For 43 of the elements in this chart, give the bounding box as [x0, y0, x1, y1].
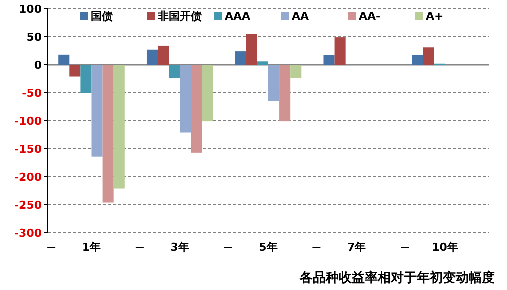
bar — [92, 65, 103, 157]
bar — [412, 55, 424, 65]
y-tick-label: -200 — [14, 170, 42, 184]
bar — [114, 65, 125, 189]
bar — [235, 52, 246, 65]
y-tick-label: -100 — [14, 114, 42, 128]
y-tick-label: -300 — [14, 226, 42, 240]
x-tick-label: 5年 — [259, 241, 278, 254]
bar — [334, 38, 346, 65]
legend-label: 国债 — [91, 10, 113, 23]
bar — [257, 62, 268, 65]
legend-label: AA- — [359, 10, 381, 23]
legend-label: 非国开债 — [157, 10, 202, 23]
bar — [58, 54, 70, 65]
bar — [423, 48, 434, 65]
bar — [80, 65, 92, 93]
bar — [102, 65, 114, 203]
y-tick-label: -250 — [14, 198, 42, 212]
bar — [169, 65, 180, 78]
y-tick-label: 100 — [19, 2, 42, 16]
legend-label: AA — [292, 10, 310, 23]
bar — [280, 65, 291, 122]
bar — [146, 50, 158, 65]
y-tick-label: -50 — [22, 86, 42, 100]
bar — [246, 34, 258, 65]
bar — [202, 65, 214, 122]
x-tick-label: 7年 — [348, 241, 366, 254]
bar — [268, 65, 280, 102]
x-tick-label: 3年 — [170, 241, 190, 254]
bar — [70, 65, 81, 77]
bar — [324, 55, 335, 65]
bar — [191, 65, 202, 153]
legend-label: A+ — [426, 10, 444, 23]
y-tick-label: -150 — [14, 142, 42, 156]
y-tick-label: 50 — [26, 30, 42, 44]
x-tick-label: 10年 — [432, 241, 458, 254]
bar — [290, 65, 302, 78]
x-axis-title: 各品种收益率相对于年初变动幅度 — [299, 270, 495, 286]
x-tick-label: 1年 — [82, 241, 102, 254]
bar — [180, 65, 192, 133]
legend-label: AAA — [225, 10, 252, 23]
y-tick-label: 0 — [34, 58, 42, 72]
bar — [158, 46, 170, 65]
